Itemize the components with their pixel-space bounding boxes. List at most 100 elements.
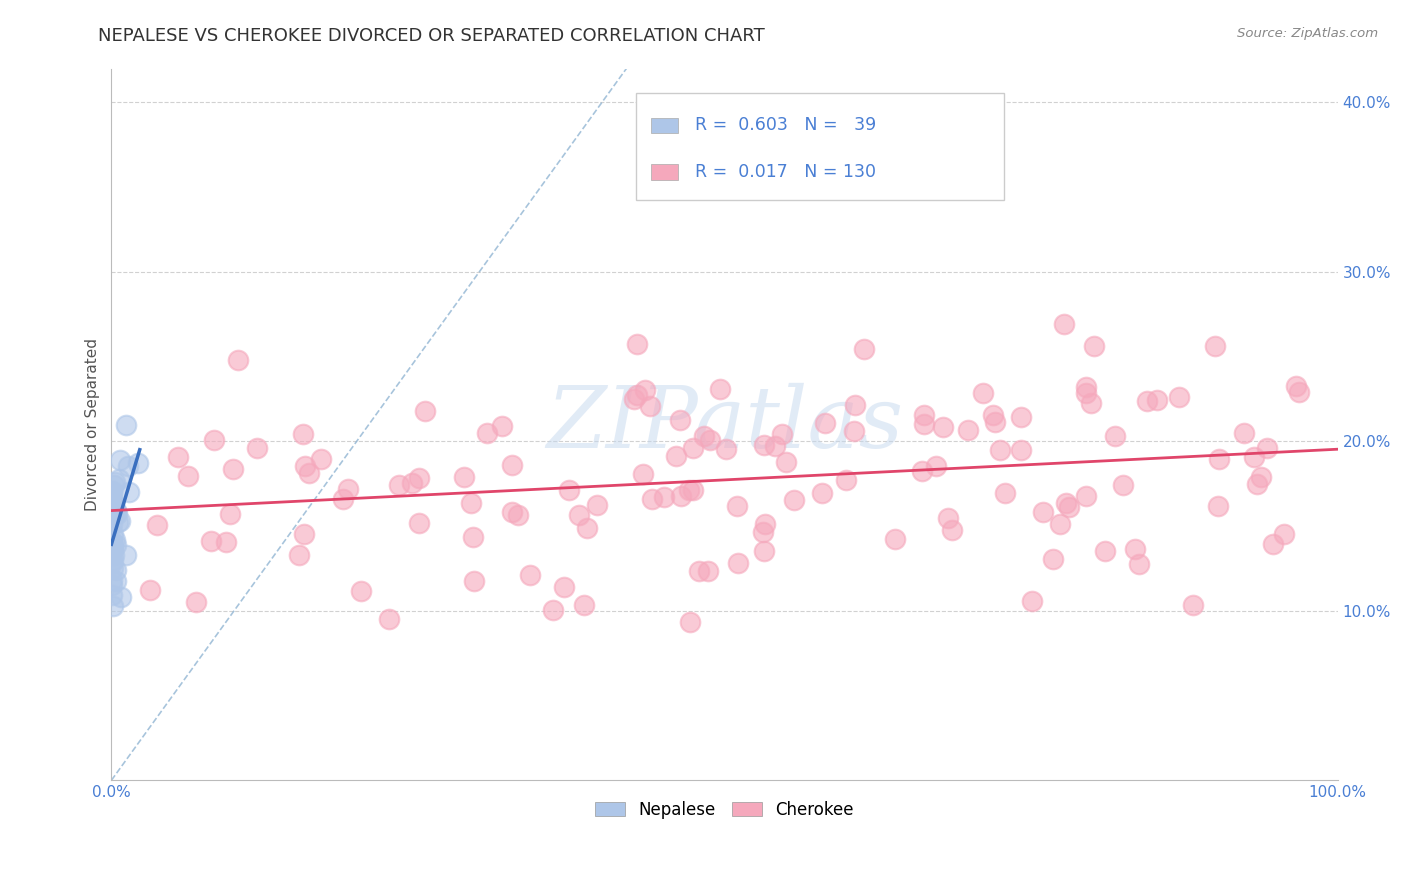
Point xyxy=(623,392,645,406)
Point xyxy=(101,517,124,532)
Point xyxy=(463,530,485,544)
Point xyxy=(709,382,731,396)
Point xyxy=(101,495,124,509)
Point xyxy=(104,533,127,548)
Point xyxy=(626,388,648,402)
Point xyxy=(292,526,315,541)
Point xyxy=(1136,394,1159,409)
Point xyxy=(1094,544,1116,558)
Point xyxy=(1208,452,1230,467)
Point xyxy=(912,417,935,431)
Point xyxy=(641,491,664,506)
Point xyxy=(226,352,249,367)
Point xyxy=(678,483,700,497)
Point xyxy=(727,556,749,570)
Point xyxy=(117,484,139,499)
Point xyxy=(1256,441,1278,455)
Point xyxy=(714,442,737,456)
Text: ZIPatlas: ZIPatlas xyxy=(546,383,903,466)
Point xyxy=(783,493,806,508)
Point xyxy=(1233,426,1256,441)
Point xyxy=(763,439,786,453)
Point xyxy=(108,453,131,467)
Point xyxy=(453,470,475,484)
Point xyxy=(682,442,704,456)
Point xyxy=(107,515,129,529)
Point xyxy=(1288,385,1310,400)
Point xyxy=(1049,516,1071,531)
Point xyxy=(501,505,523,519)
Point xyxy=(941,523,963,537)
Point xyxy=(925,458,948,473)
Text: NEPALESE VS CHEROKEE DIVORCED OR SEPARATED CORRELATION CHART: NEPALESE VS CHEROKEE DIVORCED OR SEPARAT… xyxy=(98,27,765,45)
Y-axis label: Divorced or Separated: Divorced or Separated xyxy=(86,338,100,511)
Point xyxy=(101,491,124,505)
Point xyxy=(104,574,127,589)
Point xyxy=(218,507,240,521)
Point xyxy=(408,471,430,485)
FancyBboxPatch shape xyxy=(651,118,678,133)
Point xyxy=(298,466,321,480)
Point xyxy=(984,415,1007,429)
Point xyxy=(568,508,591,522)
Point xyxy=(1080,396,1102,410)
Point xyxy=(754,544,776,558)
Point xyxy=(912,408,935,422)
Point xyxy=(117,458,139,473)
Point xyxy=(388,478,411,492)
Point xyxy=(1042,552,1064,566)
Point xyxy=(288,548,311,562)
Point xyxy=(557,483,579,497)
Text: R =  0.603   N =   39: R = 0.603 N = 39 xyxy=(695,117,876,135)
Point xyxy=(626,337,648,351)
Point xyxy=(105,504,128,518)
Point xyxy=(1076,380,1098,394)
Point xyxy=(110,590,132,604)
Point xyxy=(688,564,710,578)
FancyBboxPatch shape xyxy=(637,94,1004,200)
Point xyxy=(294,459,316,474)
Point xyxy=(477,426,499,441)
Point xyxy=(665,450,688,464)
Point xyxy=(519,568,541,582)
Point xyxy=(911,465,934,479)
Point xyxy=(105,538,128,552)
Point xyxy=(101,556,124,570)
Text: R =  0.017   N = 130: R = 0.017 N = 130 xyxy=(695,162,876,181)
Point xyxy=(835,473,858,487)
Point xyxy=(108,514,131,528)
Point xyxy=(994,485,1017,500)
Point xyxy=(139,582,162,597)
Point xyxy=(754,517,776,532)
Point xyxy=(101,542,124,557)
Point xyxy=(988,443,1011,458)
Point xyxy=(1208,499,1230,513)
Point xyxy=(572,598,595,612)
Point xyxy=(101,599,124,613)
Point xyxy=(669,413,692,427)
Point xyxy=(972,385,994,400)
Point xyxy=(814,416,837,430)
Point xyxy=(638,400,661,414)
Point xyxy=(103,508,125,522)
Point xyxy=(1083,339,1105,353)
Point xyxy=(378,612,401,626)
Point xyxy=(463,574,485,589)
Point xyxy=(1021,594,1043,608)
Point xyxy=(844,398,866,412)
Point xyxy=(1032,505,1054,519)
Point xyxy=(101,483,124,498)
Point xyxy=(931,420,953,434)
Point xyxy=(104,563,127,577)
Point xyxy=(1146,392,1168,407)
Point xyxy=(491,419,513,434)
Point xyxy=(671,489,693,503)
Point xyxy=(408,516,430,531)
Point xyxy=(541,602,564,616)
Point xyxy=(101,561,124,575)
Point xyxy=(844,424,866,438)
Point xyxy=(1246,477,1268,491)
Point xyxy=(506,508,529,522)
Point xyxy=(1123,542,1146,557)
Point xyxy=(1112,478,1135,492)
